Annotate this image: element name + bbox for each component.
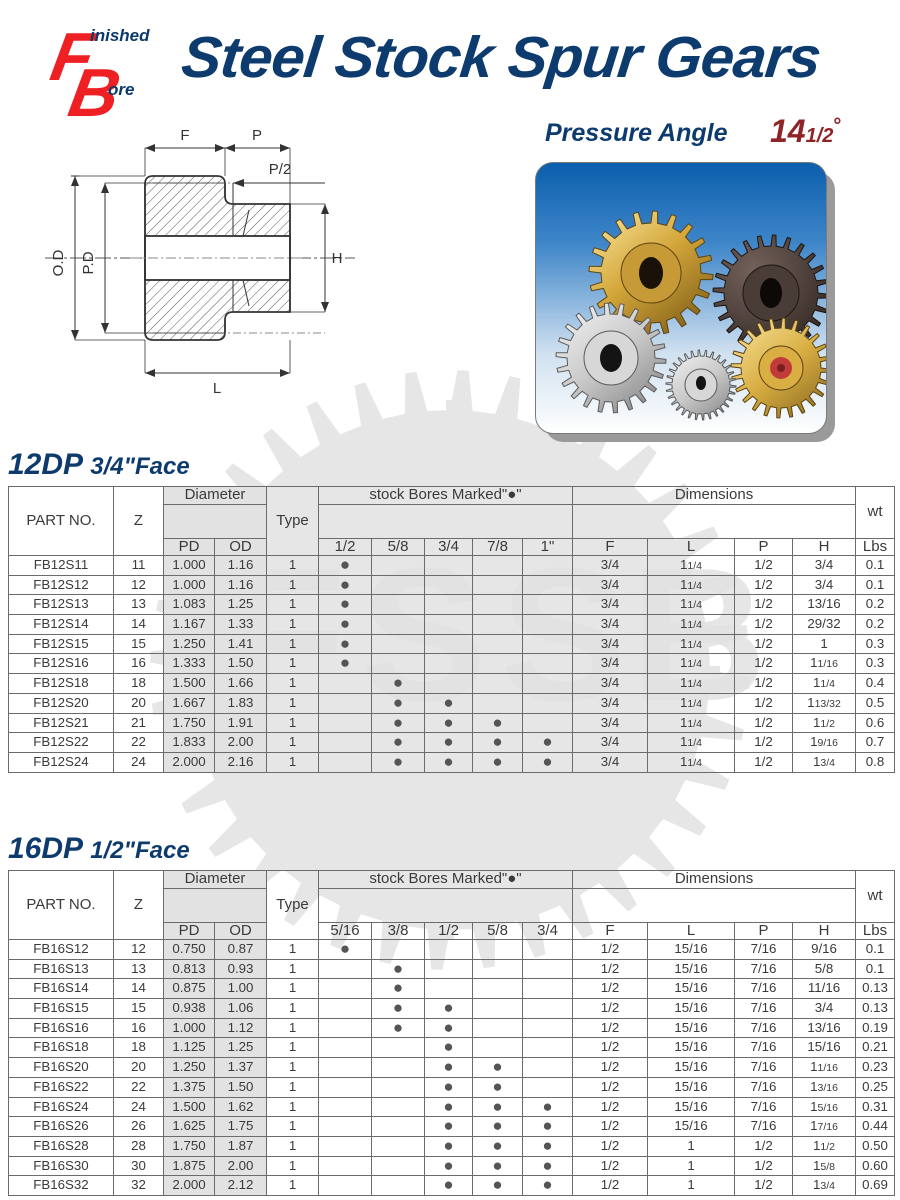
svg-text:F: F xyxy=(180,127,189,144)
svg-text:O.D: O.D xyxy=(50,250,67,277)
svg-text:P.D: P.D xyxy=(80,251,97,274)
svg-text:P/2: P/2 xyxy=(269,161,292,178)
svg-text:L: L xyxy=(213,380,221,397)
svg-text:H: H xyxy=(332,250,343,267)
svg-text:P: P xyxy=(252,127,262,144)
